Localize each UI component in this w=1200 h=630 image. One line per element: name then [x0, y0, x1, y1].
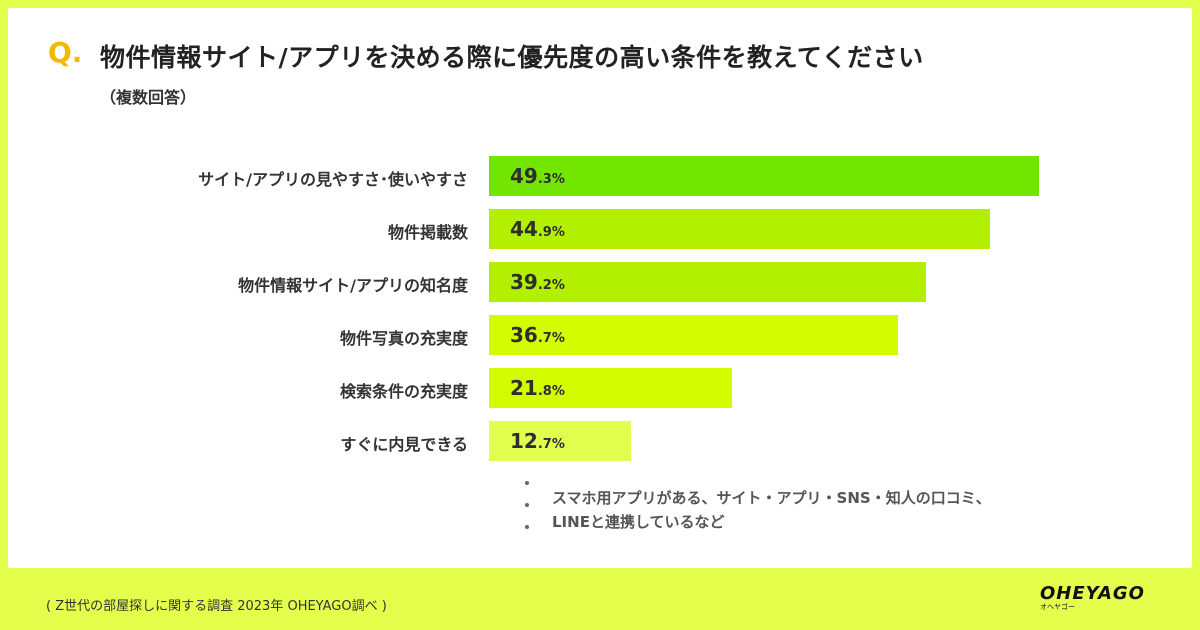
data-label-decimal: .3% [537, 172, 565, 187]
data-label-int: 12 [510, 429, 538, 453]
data-label-int: 21 [510, 376, 538, 400]
category-label: 物件掲載数 [387, 223, 468, 242]
category-label: すぐに内見できる [340, 435, 468, 454]
bar [489, 209, 990, 249]
data-label: 12.7% [510, 429, 565, 453]
question-mark: Q. [48, 36, 83, 69]
category-label: 物件情報サイト/アプリの知名度 [238, 276, 468, 295]
logo-kana: オヘヤゴー [1040, 603, 1075, 611]
data-label-decimal: .7% [537, 437, 565, 452]
data-label-int: 36 [510, 323, 538, 347]
data-label-decimal: .8% [537, 384, 565, 399]
bar [489, 368, 733, 408]
data-label-int: 44 [510, 217, 538, 241]
bar [489, 421, 631, 461]
data-label-decimal: .7% [537, 331, 565, 346]
note-bullet [525, 481, 529, 485]
data-label-decimal: .2% [537, 278, 565, 293]
data-label-int: 49 [510, 164, 538, 188]
category-label: 検索条件の充実度 [339, 382, 468, 401]
data-label-int: 39 [510, 270, 538, 294]
category-label: サイト/アプリの見やすさ･使いやすさ [198, 170, 468, 189]
note-bullet [525, 525, 529, 529]
bar [489, 156, 1039, 196]
logo: OHEYAGO オヘヤゴー [1040, 583, 1145, 612]
bar [489, 262, 927, 302]
chart-title: 物件情報サイト/アプリを決める際に優先度の高い条件を教えてください [100, 43, 924, 72]
data-label: 21.8% [510, 376, 565, 400]
note-bullet [525, 503, 529, 507]
category-label: 物件写真の充実度 [339, 329, 468, 348]
bar [489, 315, 899, 355]
data-label-decimal: .9% [537, 225, 565, 240]
data-label: 39.2% [510, 270, 565, 294]
chart-subtitle: （複数回答） [100, 88, 197, 107]
data-label: 49.3% [510, 164, 565, 188]
note-line: スマホ用アプリがある、サイト・アプリ・SNS・知人の口コミ、 [552, 489, 991, 507]
source-note: ( Z世代の部屋探しに関する調査 2023年 OHEYAGO調べ ) [46, 599, 387, 614]
logo-text: OHEYAGO [1040, 583, 1145, 604]
data-label: 36.7% [510, 323, 565, 347]
note-line: LINEと連携しているなど [552, 513, 725, 531]
data-label: 44.9% [510, 217, 565, 241]
